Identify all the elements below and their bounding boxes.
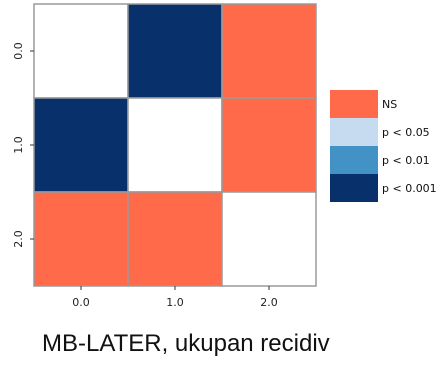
heatmap-cell-1-0 (33, 97, 129, 193)
legend-label: p < 0.01 (382, 154, 430, 167)
chart-caption: MB-LATER, ukupan recidiv (42, 330, 330, 357)
x-tick-label: 0.0 (72, 296, 90, 309)
heatmap-cell-2-1 (127, 191, 223, 287)
legend-label: NS (382, 98, 397, 111)
heatmap-cell-0-2 (221, 3, 317, 99)
y-tick-label: 0.0 (12, 42, 25, 60)
x-tick-label: 1.0 (166, 296, 184, 309)
legend-swatch (330, 146, 378, 174)
x-tick-label: 2.0 (260, 296, 278, 309)
heatmap-cell-2-0 (33, 191, 129, 287)
heatmap-cell-0-0 (33, 3, 129, 99)
heatmap-cell-2-2 (221, 191, 317, 287)
legend-swatch (330, 90, 378, 118)
y-tick-label: 2.0 (12, 230, 25, 248)
heatmap-cell-0-1 (127, 3, 223, 99)
heatmap-cell-1-1 (127, 97, 223, 193)
legend-swatch (330, 174, 378, 202)
legend-label: p < 0.05 (382, 126, 430, 139)
heatmap-cell-1-2 (221, 97, 317, 193)
legend-label: p < 0.001 (382, 182, 437, 195)
y-tick-label: 1.0 (12, 136, 25, 154)
legend-swatch (330, 118, 378, 146)
